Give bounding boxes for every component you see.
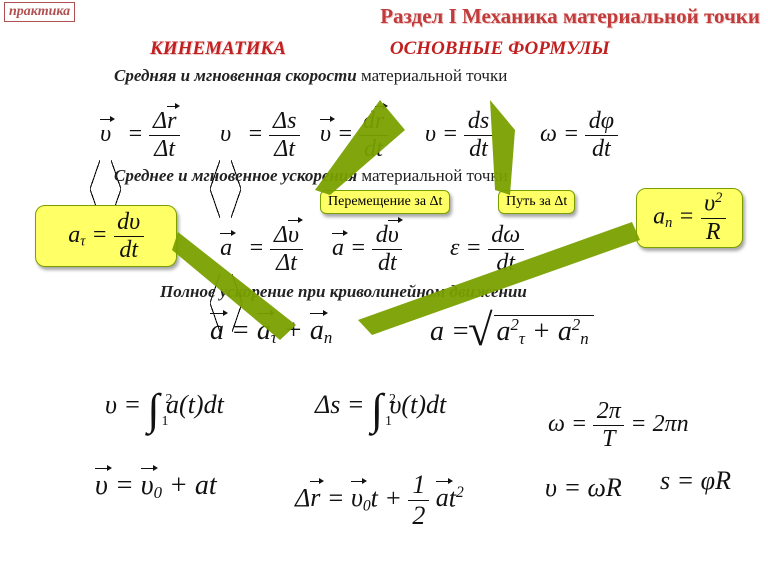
velocity-integral: υ = ∫21 a(t)dt — [105, 390, 224, 420]
callout-tangential-accel: aτ = dυdt — [35, 205, 177, 267]
slide: практика Раздел I Механика материальной … — [0, 0, 768, 576]
angular-accel: ε = dωdt — [450, 222, 524, 277]
section-title: Раздел I Механика материальной точки — [380, 4, 760, 29]
full-accel-scalar: a = a2τ + a2n — [430, 315, 594, 349]
avg-speed-scalar: υ = ΔsΔt — [210, 108, 300, 163]
omega-period: ω = 2πT = 2πn — [548, 398, 689, 453]
inst-speed-scalar: υ = dsdt — [425, 108, 493, 163]
avg-velocity-vector: υ = ΔrΔt — [90, 108, 180, 163]
inst-accel-vector: a = dυdt — [332, 222, 402, 277]
velocity-uniform-accel: υ = υ0 + at — [95, 470, 217, 503]
normal-accel-formula: an = υ2R — [653, 190, 726, 246]
displacement-uniform-accel: Δr = υ0t + 12 at2 — [295, 470, 464, 531]
velocity-heading: Средняя и мгновенная скорости материальн… — [114, 66, 507, 86]
angular-velocity: ω = dφdt — [540, 108, 618, 163]
callout-displacement: Перемещение за Δt — [320, 190, 450, 214]
full-accel-vector: a = aτ + an — [210, 315, 332, 348]
tangential-accel-formula: aτ = dυdt — [68, 209, 144, 264]
full-accel-heading: Полное ускорение при криволинейном движе… — [160, 282, 527, 302]
linear-angular-velocity: υ = ωR — [545, 473, 622, 503]
heading-row: КИНЕМАТИКА ОСНОВНЫЕ ФОРМУЛЫ — [0, 38, 768, 60]
callout-normal-accel: an = υ2R — [636, 188, 743, 248]
kinematics-heading: КИНЕМАТИКА — [150, 38, 286, 59]
practice-label: практика — [4, 2, 75, 22]
main-formulas-heading: ОСНОВНЫЕ ФОРМУЛЫ — [390, 38, 610, 59]
inst-velocity-vector: υ = drdt — [320, 108, 388, 163]
callout-path: Путь за Δt — [498, 190, 575, 214]
avg-accel-vector: a = ΔυΔt — [210, 222, 303, 277]
accel-heading: Среднее и мгновенное ускорения материаль… — [114, 166, 508, 186]
displacement-integral: Δs = ∫21 υ(t)dt — [315, 390, 446, 420]
arc-length: s = φR — [660, 466, 731, 496]
